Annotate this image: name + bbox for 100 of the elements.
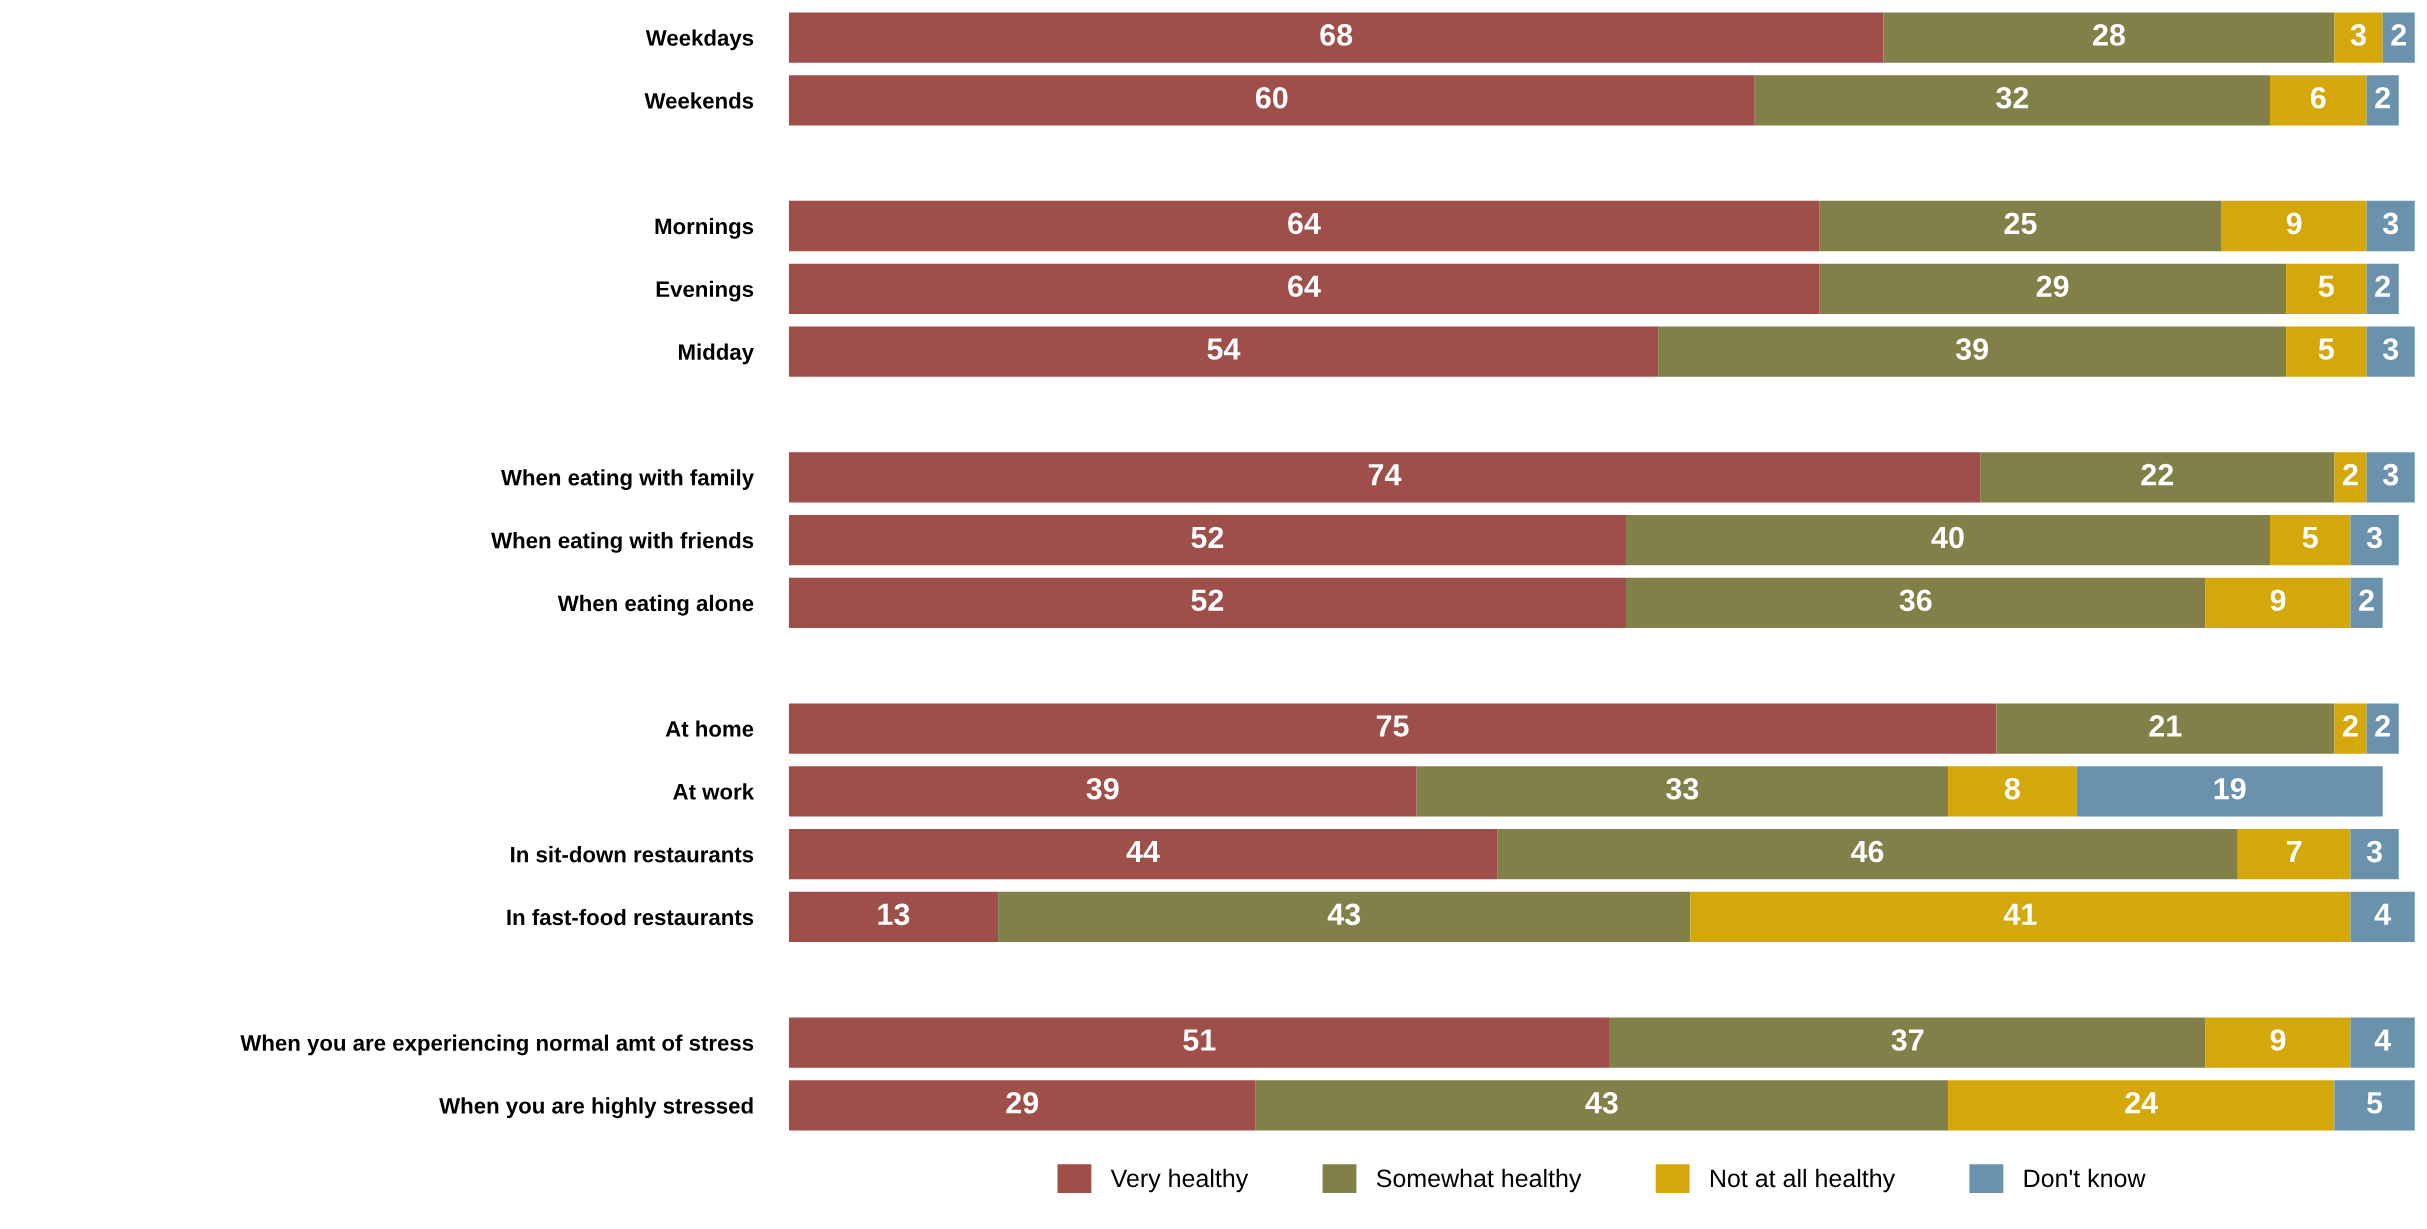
bar [2366, 703, 2399, 754]
legend-label: Not at all healthy [1710, 1168, 1896, 1193]
data-label: 39 [1955, 338, 1988, 360]
data-label: 28 [2093, 24, 2126, 46]
data-label: 43 [1327, 903, 1361, 926]
bar [998, 891, 1691, 943]
data-label: 36 [1899, 589, 1932, 612]
bar [1819, 263, 2287, 314]
data-label: 13 [878, 903, 910, 926]
bar [788, 766, 1417, 817]
bar [1819, 200, 2222, 252]
bar [2334, 452, 2367, 503]
bar [2366, 326, 2415, 377]
data-label: 52 [1191, 589, 1224, 612]
data-label: 52 [1191, 526, 1224, 549]
data-label: 9 [2270, 1029, 2286, 1051]
data-label: 9 [2270, 589, 2286, 612]
bar [1996, 703, 2335, 754]
data-label: 51 [1183, 1029, 1216, 1051]
data-label: 60 [1255, 86, 1288, 109]
bar [2205, 577, 2351, 629]
data-label: 25 [2004, 212, 2037, 235]
data-label: 74 [1368, 464, 1402, 486]
data-label: 41 [2003, 903, 2037, 925]
bar [2350, 1017, 2415, 1068]
data-label: 2 [2343, 715, 2358, 737]
bar [788, 1080, 1256, 1131]
data-label: 43 [1585, 1091, 1618, 1114]
data-label: 22 [2141, 463, 2174, 486]
bar [1497, 829, 2238, 880]
bar [2350, 514, 2399, 566]
legend-label: Very healthy [1110, 1168, 1249, 1193]
data-label: 2 [2375, 86, 2390, 109]
bar [2334, 703, 2367, 754]
data-label: 2 [2343, 463, 2358, 486]
bar [2237, 829, 2351, 880]
data-label: 2 [2359, 589, 2374, 611]
bar [2334, 1080, 2415, 1131]
data-label: 3 [2382, 463, 2399, 486]
y-tick-label: When you are experiencing normal amt of stress [240, 1034, 754, 1056]
data-label: 33 [1666, 777, 1699, 800]
data-label: 7 [2286, 841, 2302, 863]
y-tick-label: When eating alone [557, 594, 754, 616]
bar [788, 75, 1755, 126]
data-label: 3 [2382, 338, 2399, 360]
bar [1625, 577, 2206, 629]
bar [788, 514, 1626, 566]
data-label: 24 [2125, 1091, 2158, 1114]
bar [788, 452, 1981, 503]
data-label: 68 [1320, 24, 1353, 46]
bar [1947, 1080, 2335, 1131]
bar [1625, 514, 2270, 566]
y-tick-label: Evenings [656, 280, 754, 302]
bar [2076, 766, 2383, 817]
bar [2269, 514, 2351, 566]
y-tick-label: Weekends [644, 92, 754, 109]
bar [788, 1017, 1610, 1068]
bar [2205, 1017, 2351, 1068]
data-label: 3 [2350, 24, 2366, 46]
bar [1883, 12, 2335, 63]
data-label: 4 [2374, 1029, 2391, 1051]
data-label: 44 [1126, 841, 1160, 863]
bar [1609, 1017, 2206, 1068]
bar [2269, 75, 2367, 126]
bar [1947, 766, 2077, 817]
bar [788, 200, 1820, 252]
bar [1980, 452, 2335, 503]
data-label: 5 [2302, 526, 2318, 549]
data-label: 39 [1086, 777, 1119, 800]
data-label: 4 [2374, 903, 2391, 925]
bar [788, 12, 1884, 63]
y-tick-label: When eating with friends [491, 532, 754, 553]
bar [2286, 326, 2367, 377]
data-label: 3 [2366, 526, 2383, 549]
data-label: 3 [2366, 840, 2383, 863]
data-label: 6 [2310, 86, 2326, 109]
legend-label: Don't know [2024, 1168, 2146, 1188]
data-label: 75 [1376, 715, 1409, 737]
bar [788, 703, 1997, 754]
data-label: 32 [1996, 86, 2029, 109]
data-label: 5 [2318, 338, 2334, 360]
data-label: 8 [2004, 777, 2020, 800]
data-label: 2 [2391, 24, 2407, 46]
y-tick-label: At work [673, 783, 755, 800]
y-tick-label: In fast-food restaurants [507, 908, 754, 926]
bar [788, 326, 1659, 377]
bar [2286, 263, 2367, 314]
data-label: 2 [2375, 275, 2390, 297]
bar [1754, 75, 2270, 126]
data-label: 29 [2036, 275, 2069, 298]
bar [2350, 577, 2383, 629]
y-tick-label: At home [665, 720, 754, 737]
data-label: 2 [2375, 715, 2390, 737]
data-label: 54 [1207, 338, 1241, 360]
y-tick-label: Midday [678, 343, 754, 365]
data-label: 21 [2149, 715, 2182, 737]
y-tick-label: Mornings [655, 217, 754, 239]
data-label: 5 [2367, 1092, 2383, 1114]
data-label: 19 [2214, 777, 2246, 800]
y-tick-label: When you are highly stressed [439, 1097, 753, 1119]
